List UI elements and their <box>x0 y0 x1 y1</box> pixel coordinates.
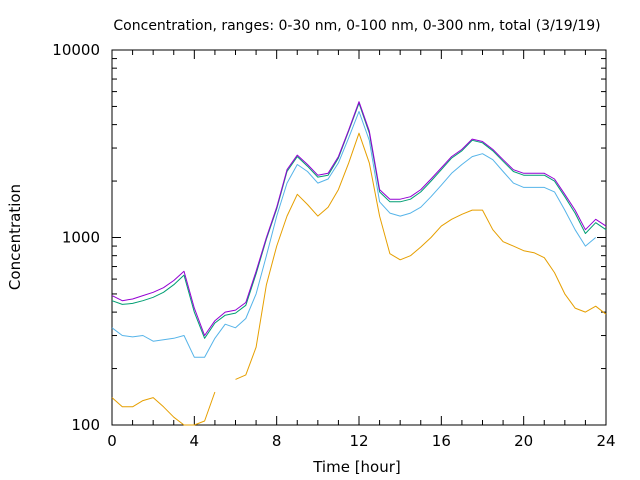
plot-area-border <box>111 49 607 426</box>
axis-ticks <box>111 50 607 426</box>
series-line-1 <box>111 101 607 336</box>
chart-title: Concentration, ranges: 0-30 nm, 0-100 nm… <box>113 18 600 34</box>
series-layer <box>111 101 607 426</box>
y-axis-label: Concentration <box>6 184 24 290</box>
x-tick-labels: 0 4 8 12 16 20 24 <box>107 432 615 450</box>
x-tick-label: 12 <box>349 432 368 450</box>
x-tick-label: 0 <box>107 432 117 450</box>
series-line-3 <box>111 111 597 358</box>
series-line-2 <box>111 102 607 339</box>
y-tick-label: 100 <box>71 416 100 434</box>
x-tick-label: 20 <box>514 432 533 450</box>
x-axis-label: Time [hour] <box>312 458 401 476</box>
y-tick-label: 1000 <box>62 229 100 247</box>
y-tick-labels: 100 1000 10000 <box>52 41 100 434</box>
x-tick-label: 24 <box>596 432 615 450</box>
y-tick-label: 10000 <box>52 41 100 59</box>
x-tick-label: 16 <box>432 432 451 450</box>
x-tick-label: 4 <box>190 432 200 450</box>
x-tick-label: 8 <box>272 432 282 450</box>
series-line-4 <box>111 132 607 426</box>
